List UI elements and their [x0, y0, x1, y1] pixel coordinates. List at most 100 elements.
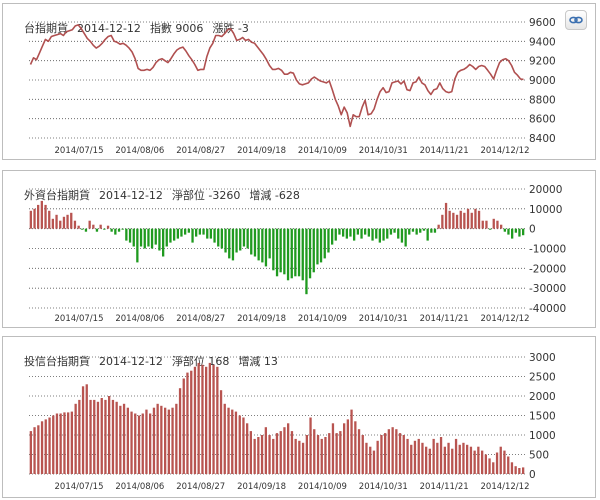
bar — [264, 228, 268, 267]
y-tick-label: 8400 — [529, 133, 556, 145]
y-tick-label: 8800 — [529, 94, 556, 106]
bar — [100, 398, 103, 474]
y-tick-label: 9000 — [529, 75, 556, 87]
bar — [48, 417, 51, 474]
x-tick-label: 2014/11/21 — [420, 314, 469, 324]
bar — [298, 440, 301, 474]
bar — [444, 202, 448, 229]
bar — [301, 442, 305, 474]
bar — [95, 228, 99, 232]
y-tick-label: 2500 — [529, 372, 556, 384]
bar — [378, 228, 381, 243]
bar — [104, 399, 107, 474]
title-net-position: 淨部位 -3260 — [171, 189, 241, 202]
bar — [309, 417, 312, 474]
trust-futures-panel: 投信台指期貨 2014-12-12 淨部位 168 增減 13 0 500 1000 150… — [2, 336, 596, 498]
bar — [488, 458, 491, 474]
bar — [380, 435, 383, 474]
bar — [386, 228, 389, 239]
bar — [433, 228, 437, 233]
bar — [514, 466, 517, 474]
bar — [176, 228, 179, 239]
bar — [156, 403, 159, 474]
bar — [422, 228, 426, 231]
x-tick-label: 2014/10/09 — [298, 146, 347, 156]
y-tick-label: 10000 — [529, 204, 562, 216]
bar — [448, 210, 451, 229]
bar — [406, 438, 409, 474]
bar — [335, 433, 338, 474]
bar — [297, 228, 301, 277]
x-tick-label: 2014/09/18 — [237, 482, 286, 492]
bar — [119, 405, 122, 475]
bar — [121, 228, 124, 230]
bar — [425, 446, 428, 474]
bar — [473, 450, 476, 474]
bar — [59, 220, 62, 229]
y-tick-label: -30000 — [529, 283, 566, 295]
title-index-value: 指數 9006 — [149, 22, 204, 35]
bar — [40, 200, 43, 229]
bar — [182, 378, 185, 474]
bar — [436, 442, 439, 474]
bar — [137, 415, 141, 474]
bar — [261, 228, 264, 263]
bar — [305, 228, 308, 295]
bar — [411, 228, 415, 232]
bar — [186, 372, 189, 474]
title-change: 增減 -628 — [249, 189, 300, 202]
bar — [384, 433, 387, 474]
bar — [283, 427, 286, 474]
bar — [223, 403, 226, 474]
y-tick-label: 0 — [529, 224, 536, 236]
bar — [432, 438, 435, 474]
bar — [246, 423, 249, 474]
bar — [404, 228, 407, 247]
bar — [346, 419, 349, 474]
bar — [463, 212, 466, 229]
bar — [114, 228, 117, 235]
title-date: 2014-12-12 — [77, 22, 141, 35]
bar — [202, 228, 205, 235]
bar — [231, 228, 235, 261]
bar — [522, 467, 525, 474]
bar — [74, 403, 77, 474]
bar — [193, 366, 197, 475]
bar — [73, 220, 77, 229]
bar — [228, 228, 231, 259]
bar — [393, 228, 396, 233]
bar — [275, 228, 279, 277]
bar — [371, 228, 374, 241]
bar — [92, 224, 95, 229]
bar — [29, 431, 32, 474]
bar — [375, 228, 378, 239]
bar — [507, 456, 510, 474]
bar — [103, 228, 106, 230]
bar — [367, 228, 370, 237]
bar — [308, 228, 312, 279]
bar — [462, 442, 465, 474]
bar — [484, 454, 487, 474]
bar — [108, 396, 111, 474]
index-futures-panel: 台指期貨 2014-12-12 指數 9006 漲跌 -3 8400 8600 8800 9… — [2, 3, 596, 160]
bar — [459, 210, 462, 229]
bar — [93, 399, 96, 474]
bar — [455, 214, 459, 229]
export-button[interactable] — [565, 10, 587, 30]
bar — [235, 228, 238, 253]
bar — [184, 228, 187, 235]
title-date: 2014-12-12 — [99, 355, 163, 368]
y-tick-label: -40000 — [529, 303, 566, 315]
bar — [238, 415, 241, 474]
y-tick-label: 9200 — [529, 56, 556, 68]
bar — [145, 409, 148, 474]
bar — [372, 450, 376, 474]
bar — [331, 228, 334, 245]
bar — [208, 362, 211, 474]
bar — [190, 370, 193, 474]
bar — [88, 220, 91, 229]
bar — [63, 412, 66, 474]
bar — [428, 448, 431, 474]
bar — [249, 431, 252, 474]
bar — [164, 407, 167, 474]
